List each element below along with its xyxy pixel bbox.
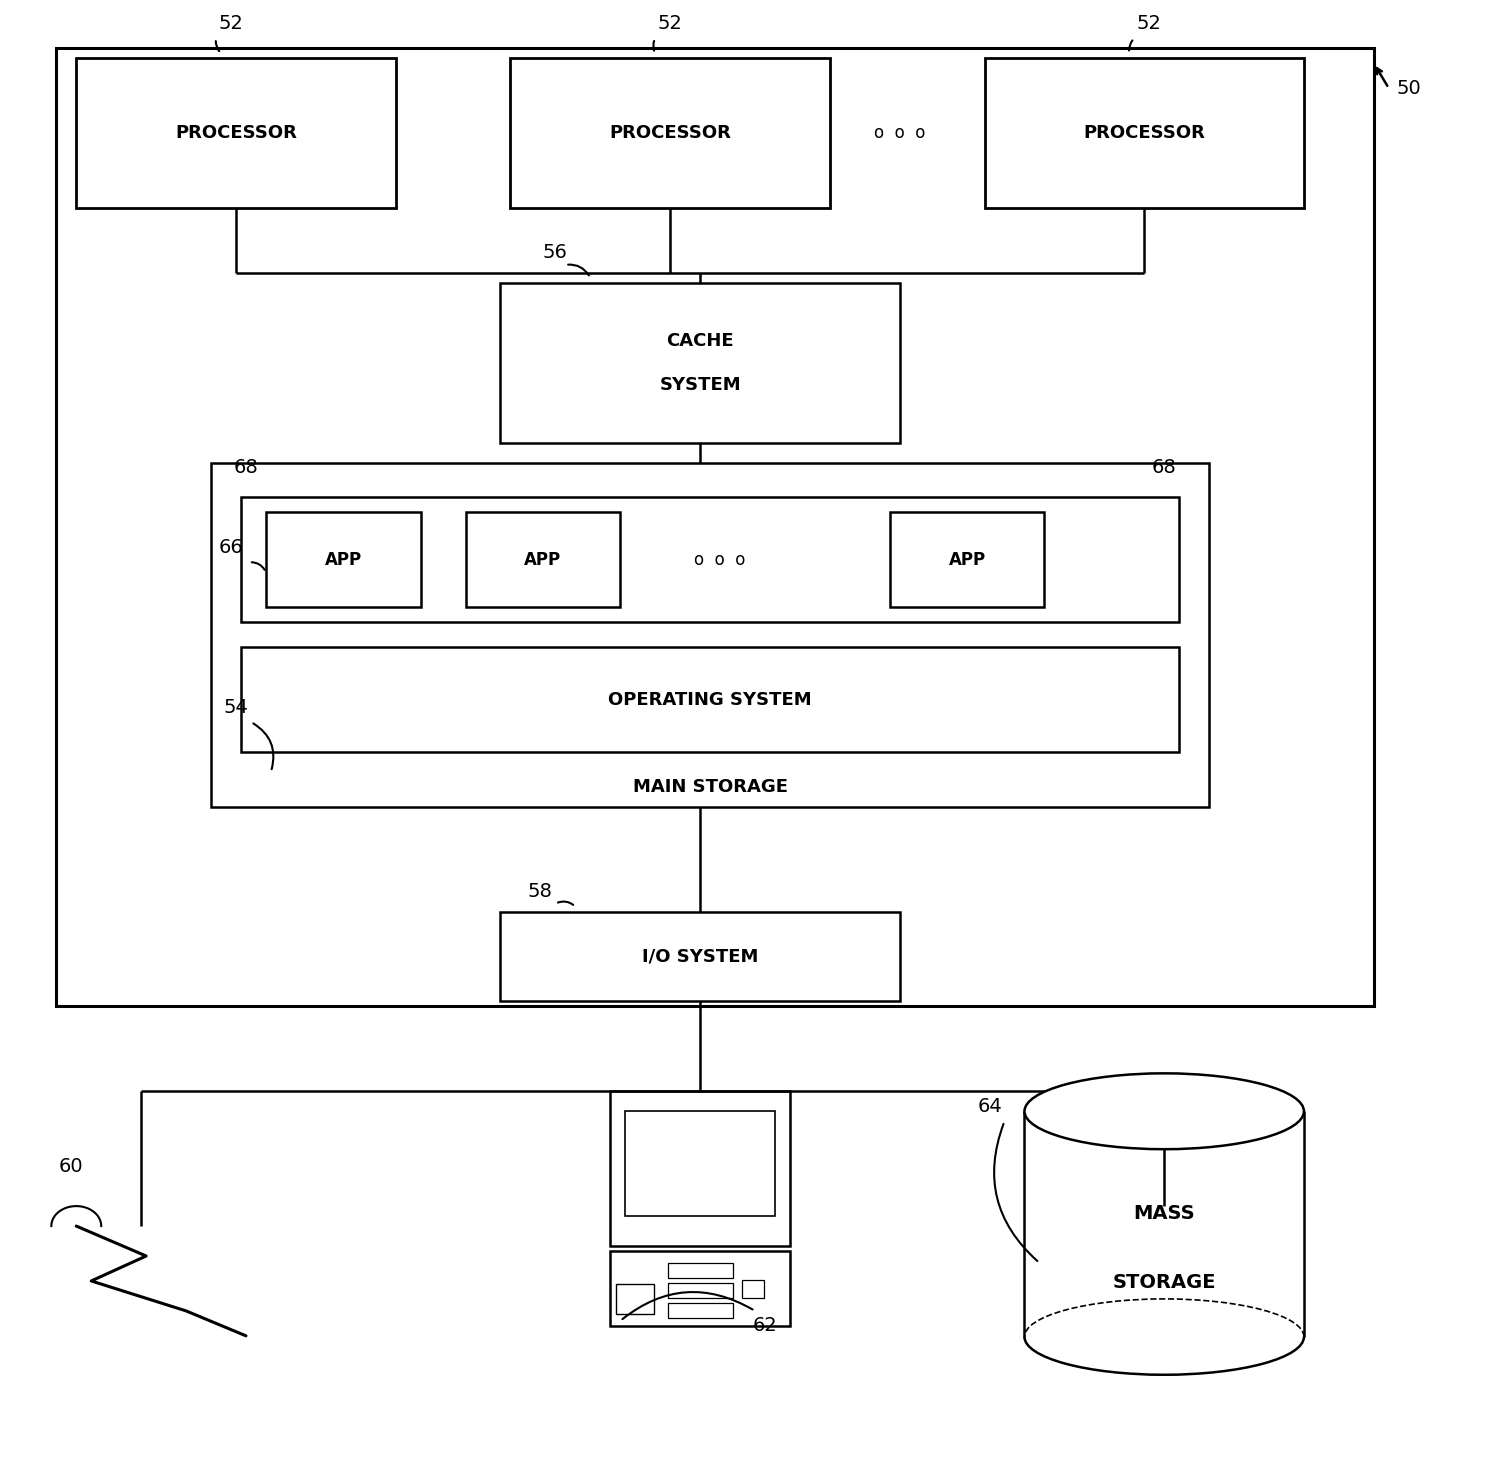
Text: 68: 68	[1152, 457, 1176, 476]
Text: PROCESSOR: PROCESSOR	[609, 124, 731, 143]
Text: MASS: MASS	[1133, 1205, 1196, 1224]
Bar	[241, 647, 1179, 752]
Bar	[211, 462, 1209, 807]
Bar	[267, 513, 420, 608]
Text: OPERATING SYSTEM: OPERATING SYSTEM	[608, 691, 812, 708]
Text: 62: 62	[752, 1316, 777, 1336]
Bar	[669, 1263, 733, 1278]
Text: 52: 52	[219, 15, 243, 34]
Ellipse shape	[1024, 1074, 1304, 1150]
Bar	[669, 1303, 733, 1319]
Bar	[984, 58, 1304, 208]
Bar	[610, 1091, 789, 1246]
Bar	[669, 1284, 733, 1298]
Text: 64: 64	[977, 1097, 1002, 1116]
Text: APP: APP	[948, 551, 986, 568]
Text: PROCESSOR: PROCESSOR	[176, 124, 296, 143]
Bar	[241, 497, 1179, 622]
Bar	[466, 513, 621, 608]
Bar	[625, 1112, 774, 1217]
Bar	[616, 1284, 654, 1314]
Text: o  o  o: o o o	[874, 124, 925, 143]
Bar	[890, 513, 1044, 608]
Text: 50: 50	[1397, 79, 1421, 98]
Text: APP: APP	[524, 551, 561, 568]
Text: 66: 66	[219, 538, 243, 557]
Text: I/O SYSTEM: I/O SYSTEM	[642, 947, 758, 966]
Text: PROCESSOR: PROCESSOR	[1084, 124, 1205, 143]
Text: STORAGE: STORAGE	[1112, 1273, 1217, 1292]
Text: APP: APP	[325, 551, 362, 568]
Text: 60: 60	[60, 1157, 83, 1176]
Text: o  o  o: o o o	[694, 551, 746, 570]
Text: 52: 52	[658, 15, 682, 34]
Bar	[500, 912, 899, 1001]
Text: SYSTEM: SYSTEM	[660, 376, 742, 393]
Bar	[57, 48, 1374, 1007]
Bar	[511, 58, 829, 208]
Text: 58: 58	[529, 881, 552, 902]
Bar	[76, 58, 396, 208]
Text: CACHE: CACHE	[666, 332, 734, 350]
Bar	[610, 1252, 789, 1326]
Text: 54: 54	[223, 698, 249, 717]
Text: 56: 56	[543, 243, 567, 262]
Bar	[742, 1279, 764, 1298]
Text: 68: 68	[234, 457, 258, 476]
Text: MAIN STORAGE: MAIN STORAGE	[633, 778, 788, 796]
Text: 52: 52	[1136, 15, 1161, 34]
Bar	[500, 283, 899, 443]
